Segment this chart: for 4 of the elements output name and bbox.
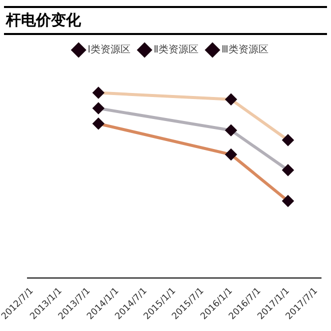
legend-label: Ⅱ类资源区 xyxy=(154,44,198,56)
legend-label: Ⅲ类资源区 xyxy=(221,44,268,56)
legend-label: Ⅰ类资源区 xyxy=(88,44,131,56)
chart-title: 杆电价变化 xyxy=(4,6,327,35)
